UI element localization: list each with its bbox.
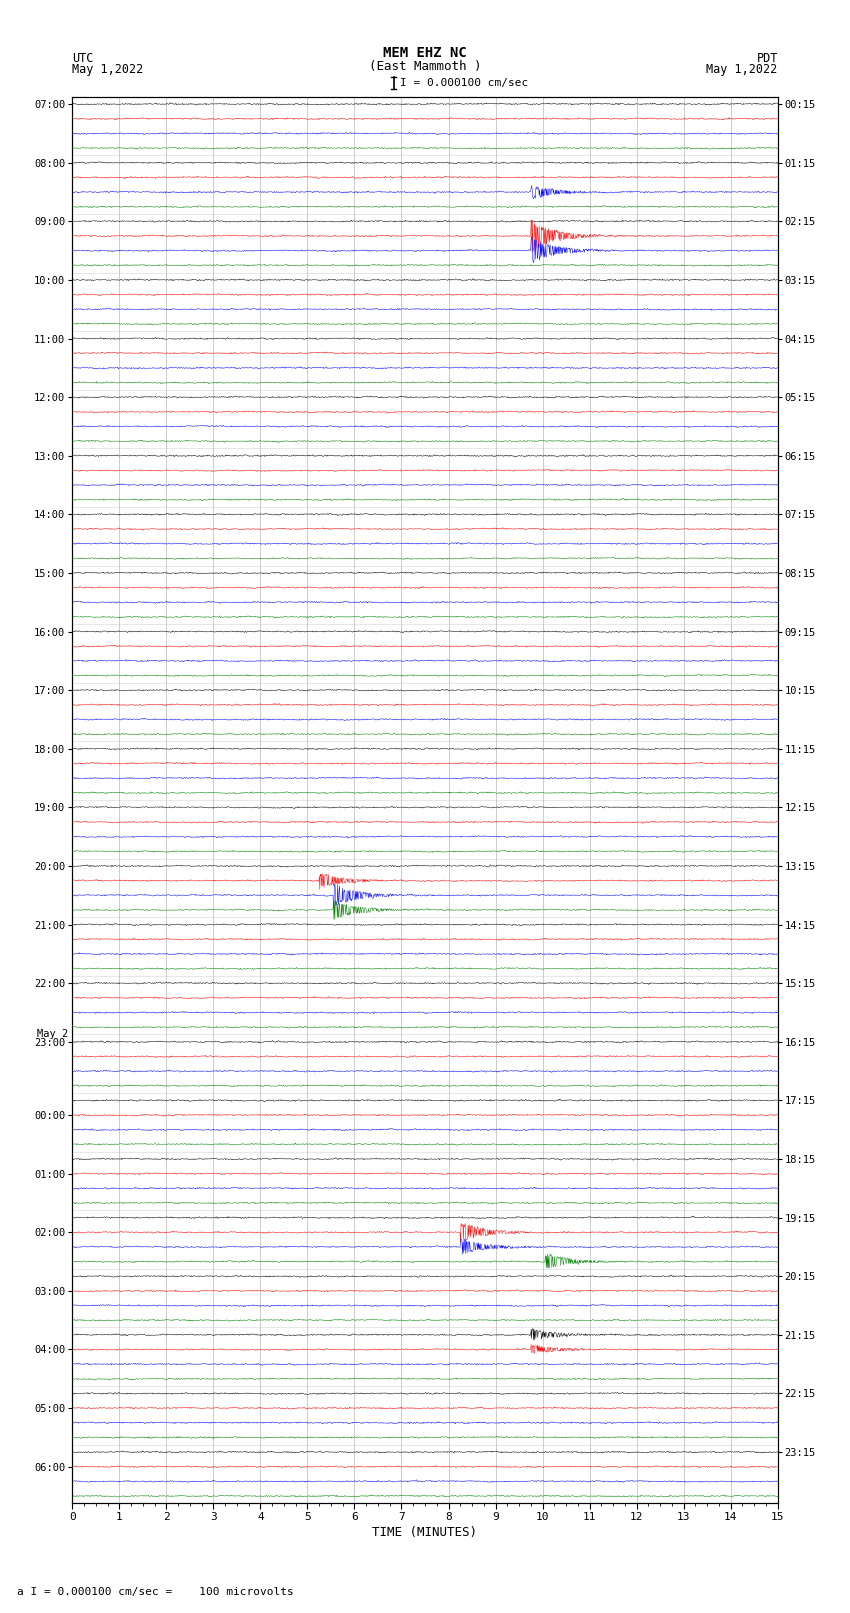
X-axis label: TIME (MINUTES): TIME (MINUTES)	[372, 1526, 478, 1539]
Text: May 1,2022: May 1,2022	[706, 63, 778, 76]
Text: May 2: May 2	[37, 1029, 69, 1039]
Text: MEM EHZ NC: MEM EHZ NC	[383, 47, 467, 60]
Text: UTC: UTC	[72, 52, 94, 65]
Text: I = 0.000100 cm/sec: I = 0.000100 cm/sec	[400, 77, 528, 89]
Text: May 1,2022: May 1,2022	[72, 63, 144, 76]
Text: a I = 0.000100 cm/sec =    100 microvolts: a I = 0.000100 cm/sec = 100 microvolts	[17, 1587, 294, 1597]
Text: (East Mammoth ): (East Mammoth )	[369, 60, 481, 73]
Text: PDT: PDT	[756, 52, 778, 65]
